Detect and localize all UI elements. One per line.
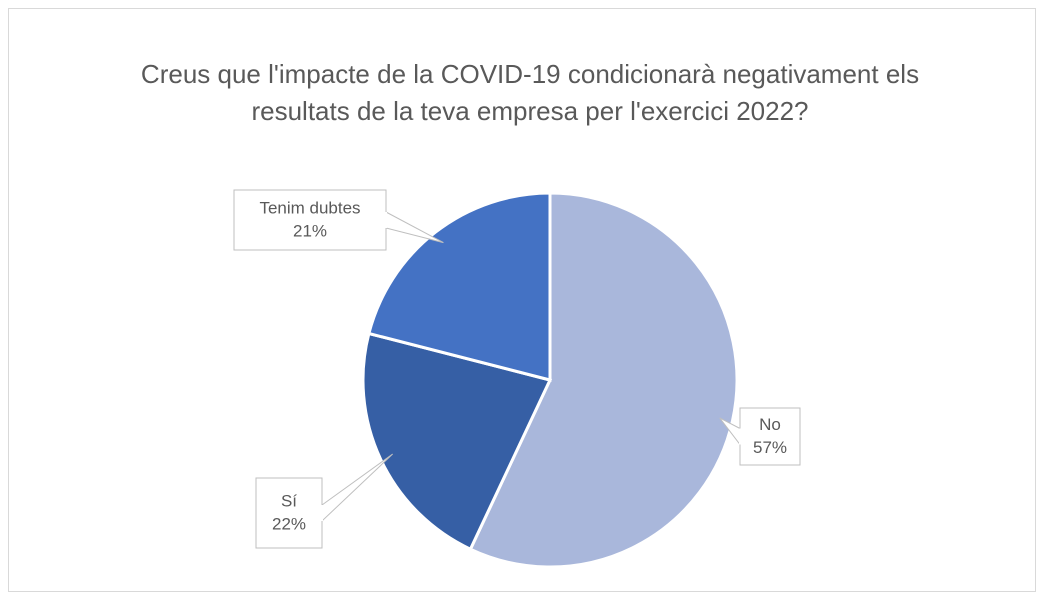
pie-slice [367,191,552,382]
label-box [233,189,387,251]
value-label: 21% [293,221,327,240]
category-label: Tenim dubtes [259,198,360,217]
label-box [255,477,323,549]
label-box [739,407,801,466]
value-label: 22% [272,514,306,533]
pie-slice [468,191,739,569]
chart-title: Creus que l'impacte de la COVID-19 condi… [140,59,920,126]
pie-slice [361,331,553,552]
category-label: Sí [281,491,297,510]
value-label: 57% [753,438,787,457]
category-label: No [759,415,781,434]
